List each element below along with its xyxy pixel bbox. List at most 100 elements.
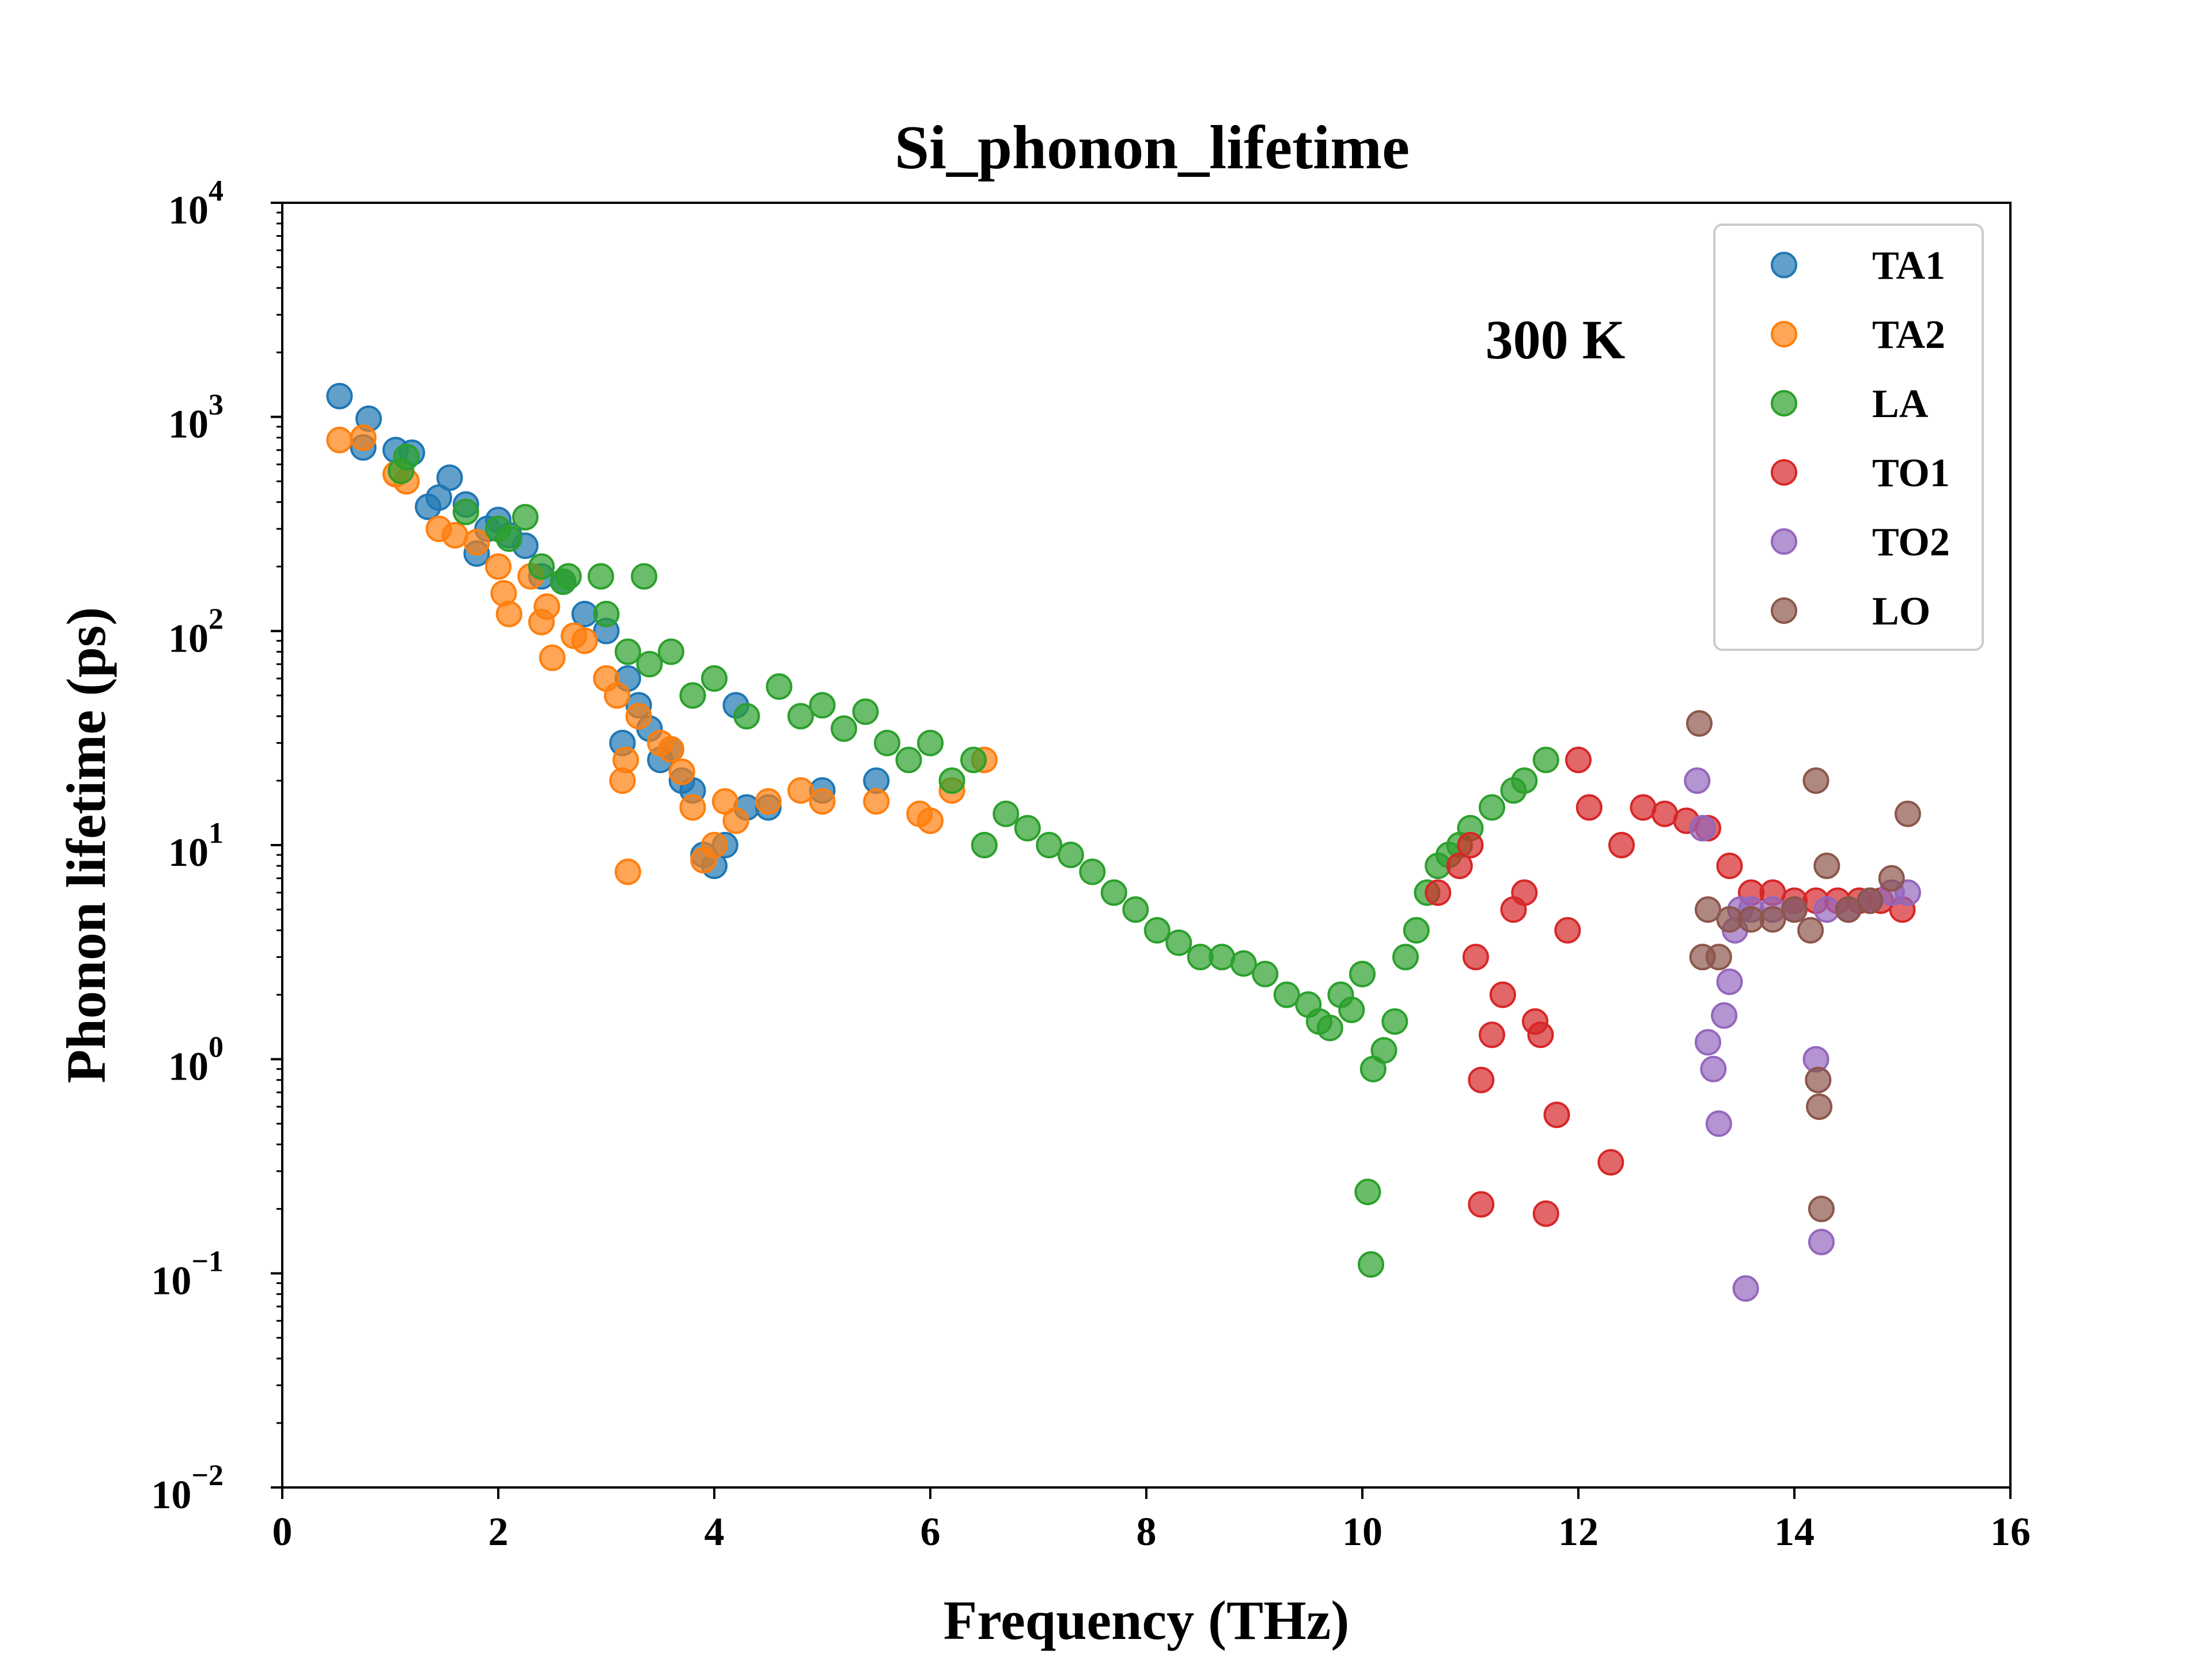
data-point bbox=[615, 858, 641, 885]
data-point bbox=[1036, 832, 1063, 858]
data-point bbox=[1527, 1021, 1554, 1048]
data-point bbox=[658, 638, 684, 665]
data-point bbox=[495, 600, 522, 627]
data-point bbox=[1759, 906, 1786, 933]
data-point bbox=[701, 832, 728, 858]
y-tick-label: 101 bbox=[168, 817, 224, 875]
data-point bbox=[1781, 896, 1808, 923]
data-point bbox=[1705, 944, 1732, 971]
chart-title: Si_phonon_lifetime bbox=[895, 113, 1410, 182]
data-point bbox=[1354, 1179, 1381, 1205]
data-point bbox=[1252, 960, 1279, 987]
data-point bbox=[1230, 950, 1257, 977]
data-point bbox=[1894, 800, 1921, 827]
x-tick-label: 14 bbox=[1774, 1510, 1815, 1554]
data-point bbox=[1597, 1149, 1624, 1176]
data-point bbox=[863, 788, 890, 815]
data-point bbox=[787, 777, 814, 804]
data-point bbox=[809, 692, 836, 719]
y-tick-label: 10−2 bbox=[151, 1459, 224, 1517]
data-point bbox=[1532, 1200, 1559, 1227]
data-point bbox=[1370, 1037, 1397, 1064]
x-tick-label: 10 bbox=[1342, 1510, 1382, 1554]
data-point bbox=[938, 767, 965, 794]
legend: TA1 TA2 LA TO1 TO2 LO bbox=[1713, 224, 1984, 651]
legend-marker bbox=[1771, 252, 1797, 278]
data-point bbox=[679, 682, 706, 709]
data-point bbox=[636, 650, 663, 677]
data-point bbox=[604, 682, 631, 709]
data-point bbox=[1857, 887, 1884, 914]
data-points bbox=[326, 383, 1921, 1302]
data-point bbox=[1554, 917, 1581, 944]
data-point bbox=[1273, 981, 1300, 1008]
x-tick-label: 8 bbox=[1137, 1510, 1157, 1554]
y-axis-ticks: 10−2 10−1 100 101 102 103 104 bbox=[151, 175, 282, 1517]
data-point bbox=[766, 673, 793, 700]
y-tick-label: 10−1 bbox=[151, 1245, 224, 1303]
data-point bbox=[588, 563, 615, 590]
data-point bbox=[809, 788, 836, 815]
data-point bbox=[1316, 1014, 1343, 1042]
data-point bbox=[1462, 944, 1489, 971]
legend-label: LO bbox=[1872, 589, 1930, 634]
data-point bbox=[1468, 1066, 1495, 1093]
data-point bbox=[512, 503, 539, 531]
data-point bbox=[917, 807, 944, 834]
data-point bbox=[668, 758, 695, 785]
data-point bbox=[463, 529, 490, 556]
data-point bbox=[393, 444, 420, 471]
data-point bbox=[1813, 853, 1840, 879]
data-point bbox=[1695, 1029, 1721, 1056]
data-point bbox=[755, 788, 782, 815]
data-point bbox=[1057, 842, 1084, 868]
x-tick-label: 6 bbox=[921, 1510, 941, 1554]
y-tick-label: 100 bbox=[168, 1031, 224, 1089]
data-point bbox=[1808, 1229, 1835, 1255]
data-point bbox=[1575, 794, 1603, 821]
data-point bbox=[425, 484, 452, 511]
data-point bbox=[1532, 747, 1559, 774]
data-point bbox=[1716, 968, 1743, 995]
data-point bbox=[528, 553, 555, 580]
data-point bbox=[1100, 879, 1127, 906]
data-point bbox=[533, 593, 560, 620]
data-point bbox=[1808, 1195, 1835, 1222]
data-point bbox=[1806, 1093, 1833, 1120]
legend-marker bbox=[1771, 528, 1797, 555]
data-point bbox=[555, 563, 582, 590]
x-tick-label: 0 bbox=[272, 1510, 293, 1554]
temperature-annotation: 300 K bbox=[1486, 309, 1626, 370]
legend-label: LA bbox=[1872, 382, 1929, 426]
data-point bbox=[1608, 832, 1635, 858]
data-point bbox=[625, 703, 652, 730]
data-point bbox=[1392, 944, 1419, 971]
data-point bbox=[495, 525, 522, 552]
data-point bbox=[1878, 865, 1905, 892]
data-point bbox=[612, 747, 639, 774]
data-point bbox=[831, 715, 857, 742]
data-point bbox=[615, 638, 641, 665]
x-tick-label: 16 bbox=[1990, 1510, 2031, 1554]
y-tick-label: 103 bbox=[168, 389, 224, 447]
data-point bbox=[1689, 815, 1716, 842]
data-point bbox=[1732, 1275, 1759, 1302]
data-point bbox=[1511, 879, 1538, 906]
legend-label: TO1 bbox=[1872, 451, 1950, 495]
legend-items: TA1 TA2 LA TO1 TO2 LO bbox=[1771, 244, 1950, 634]
data-point bbox=[679, 794, 706, 821]
data-point bbox=[539, 644, 566, 671]
data-point bbox=[1700, 1055, 1727, 1082]
data-point bbox=[1079, 858, 1106, 885]
data-point bbox=[960, 747, 987, 774]
data-point bbox=[1143, 917, 1171, 944]
data-point bbox=[436, 464, 463, 491]
data-point bbox=[722, 807, 749, 834]
data-point bbox=[1014, 815, 1041, 842]
data-point bbox=[1338, 997, 1365, 1023]
data-point bbox=[1805, 1066, 1832, 1093]
legend-label: TA1 bbox=[1872, 244, 1945, 288]
data-point bbox=[874, 729, 900, 756]
